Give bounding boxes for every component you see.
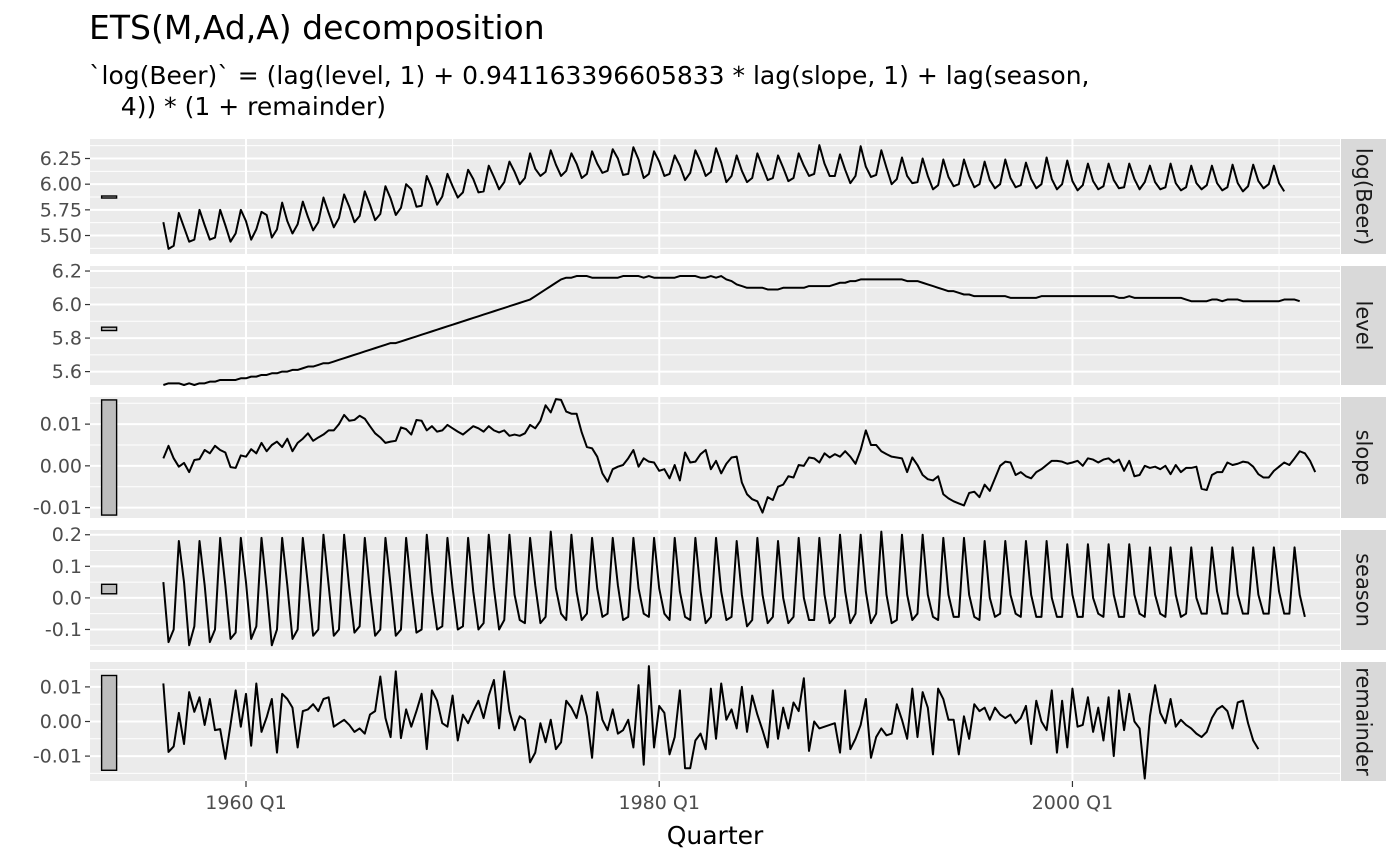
y-tick-label: 6.00 xyxy=(40,174,82,196)
y-tick-label: 6.2 xyxy=(52,261,82,283)
strip-label: slope xyxy=(1352,430,1376,486)
y-tick-label: -0.01 xyxy=(33,497,82,519)
y-tick-label: 0.1 xyxy=(52,556,82,578)
y-tick-label: 0.0 xyxy=(52,587,82,609)
series-line xyxy=(162,144,1286,250)
y-tick-label: 5.50 xyxy=(40,225,82,247)
strip-background xyxy=(1341,139,1386,254)
y-tick-label: 5.8 xyxy=(52,328,82,350)
scale-bar xyxy=(100,195,118,199)
strip-background xyxy=(1341,266,1386,385)
series-line xyxy=(162,398,1317,514)
series-line xyxy=(163,275,1301,386)
panel-background xyxy=(90,266,1340,385)
strip-label: log(Beer) xyxy=(1352,148,1376,245)
y-tick-label: 0.00 xyxy=(40,711,82,733)
y-tick-label: -0.01 xyxy=(33,746,82,768)
x-tick-label: 1980 Q1 xyxy=(618,792,699,814)
x-tick-label: 2000 Q1 xyxy=(1032,792,1113,814)
strip-background xyxy=(1341,397,1386,518)
y-tick-label: 5.75 xyxy=(40,199,82,221)
strip-background xyxy=(1341,662,1386,781)
strip-label: level xyxy=(1352,301,1376,351)
y-tick-label: 0.00 xyxy=(40,455,82,477)
panel-background xyxy=(90,397,1340,518)
series-line xyxy=(162,665,1260,780)
strip-label: remainder xyxy=(1352,667,1376,776)
y-tick-label: 6.25 xyxy=(40,148,82,170)
strip-background xyxy=(1341,530,1386,650)
panel-logbeer: 6.25 6.00 5.75 5.50 log(Beer) xyxy=(40,139,1386,254)
panel-season: 0.2 0.1 0.0 -0.1 season xyxy=(45,524,1386,650)
x-axis-title: Quarter xyxy=(667,821,764,850)
y-tick-label: 0.01 xyxy=(40,414,82,436)
scale-bar xyxy=(100,674,118,771)
strip-label: season xyxy=(1352,553,1376,627)
panel-remainder: 0.01 0.00 -0.01 remainder xyxy=(33,662,1386,781)
y-tick-label: 0.2 xyxy=(52,524,82,546)
scale-bar xyxy=(100,583,118,595)
x-tick-label: 1960 Q1 xyxy=(205,792,286,814)
y-tick-label: 0.01 xyxy=(40,676,82,698)
y-tick-label: -0.1 xyxy=(45,619,82,641)
y-tick-label: 6.0 xyxy=(52,294,82,316)
scale-bar xyxy=(100,326,118,332)
chart-subtitle: `log(Beer)` = (lag(level, 1) + 0.9411633… xyxy=(89,61,1090,121)
y-tick-label: 5.6 xyxy=(52,361,82,383)
panel-slope: 0.01 0.00 -0.01 slope xyxy=(33,397,1386,519)
panel-level: 6.2 6.0 5.8 5.6 level xyxy=(52,261,1386,386)
scale-bar xyxy=(100,399,118,516)
series-line xyxy=(162,530,1306,647)
chart-title: ETS(M,Ad,A) decomposition xyxy=(89,8,545,47)
